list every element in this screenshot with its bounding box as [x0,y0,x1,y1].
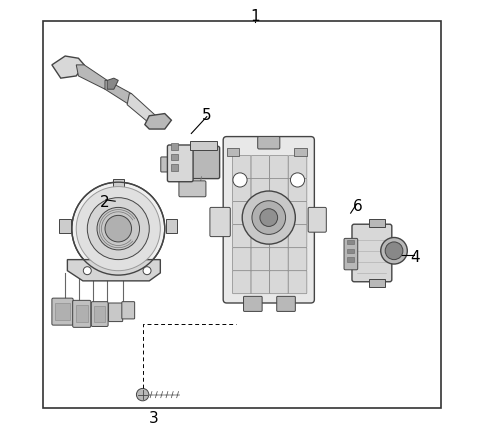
Bar [171,143,178,150]
FancyBboxPatch shape [344,238,358,270]
Bar [347,240,354,244]
FancyBboxPatch shape [288,248,307,271]
FancyBboxPatch shape [168,145,193,182]
FancyBboxPatch shape [258,137,280,149]
Bar [43,20,442,408]
Bar [227,148,239,156]
Bar [76,305,88,322]
Circle shape [260,209,277,226]
FancyBboxPatch shape [288,225,307,248]
FancyBboxPatch shape [223,137,314,303]
Polygon shape [52,56,84,78]
FancyBboxPatch shape [251,178,270,202]
FancyBboxPatch shape [251,271,270,293]
Polygon shape [127,94,156,127]
FancyBboxPatch shape [270,155,288,178]
Bar [171,164,178,171]
FancyBboxPatch shape [210,207,230,237]
FancyBboxPatch shape [308,207,326,232]
FancyBboxPatch shape [232,248,251,271]
Bar [369,219,385,227]
Circle shape [76,186,160,271]
Bar [95,306,105,321]
FancyBboxPatch shape [232,178,251,202]
Bar [347,249,354,253]
FancyBboxPatch shape [232,225,251,248]
FancyBboxPatch shape [270,178,288,202]
FancyBboxPatch shape [187,147,220,178]
FancyBboxPatch shape [270,225,288,248]
FancyBboxPatch shape [270,248,288,271]
Polygon shape [67,260,160,281]
FancyBboxPatch shape [179,181,206,197]
Circle shape [143,267,151,275]
FancyBboxPatch shape [288,155,307,178]
FancyBboxPatch shape [251,202,270,225]
FancyBboxPatch shape [288,178,307,202]
Bar [171,154,178,160]
Circle shape [385,242,403,260]
FancyBboxPatch shape [232,155,251,178]
FancyBboxPatch shape [122,301,135,319]
Bar [59,219,71,233]
Bar [166,219,177,233]
FancyBboxPatch shape [52,298,73,325]
FancyBboxPatch shape [161,157,171,172]
Bar [113,178,124,186]
Circle shape [136,388,149,401]
FancyBboxPatch shape [352,224,392,282]
FancyBboxPatch shape [251,155,270,178]
Polygon shape [107,78,118,89]
FancyBboxPatch shape [270,202,288,225]
FancyBboxPatch shape [270,271,288,293]
Text: 3: 3 [149,412,158,426]
FancyBboxPatch shape [232,202,251,225]
Bar [190,142,216,151]
Circle shape [381,238,408,264]
Text: 6: 6 [352,199,362,214]
FancyBboxPatch shape [251,225,270,248]
FancyBboxPatch shape [108,303,123,321]
FancyBboxPatch shape [251,248,270,271]
Polygon shape [105,80,132,105]
Bar [369,279,385,287]
FancyBboxPatch shape [91,301,108,326]
FancyBboxPatch shape [232,271,251,293]
Text: 5: 5 [202,108,212,123]
FancyBboxPatch shape [288,202,307,225]
FancyBboxPatch shape [72,300,91,327]
Polygon shape [76,65,107,89]
Circle shape [72,182,165,275]
Circle shape [242,191,295,244]
FancyBboxPatch shape [277,296,295,311]
Text: 2: 2 [100,194,110,210]
FancyBboxPatch shape [243,296,262,311]
Text: 1: 1 [251,9,260,24]
Circle shape [84,267,91,275]
Polygon shape [145,114,171,129]
Circle shape [233,173,247,187]
Circle shape [97,207,140,250]
Bar [294,148,307,156]
FancyBboxPatch shape [288,271,307,293]
Bar [55,302,70,320]
Circle shape [290,173,305,187]
Circle shape [87,198,149,260]
Bar [347,258,354,262]
Text: 4: 4 [410,250,420,265]
Circle shape [105,215,132,242]
Circle shape [252,201,286,234]
